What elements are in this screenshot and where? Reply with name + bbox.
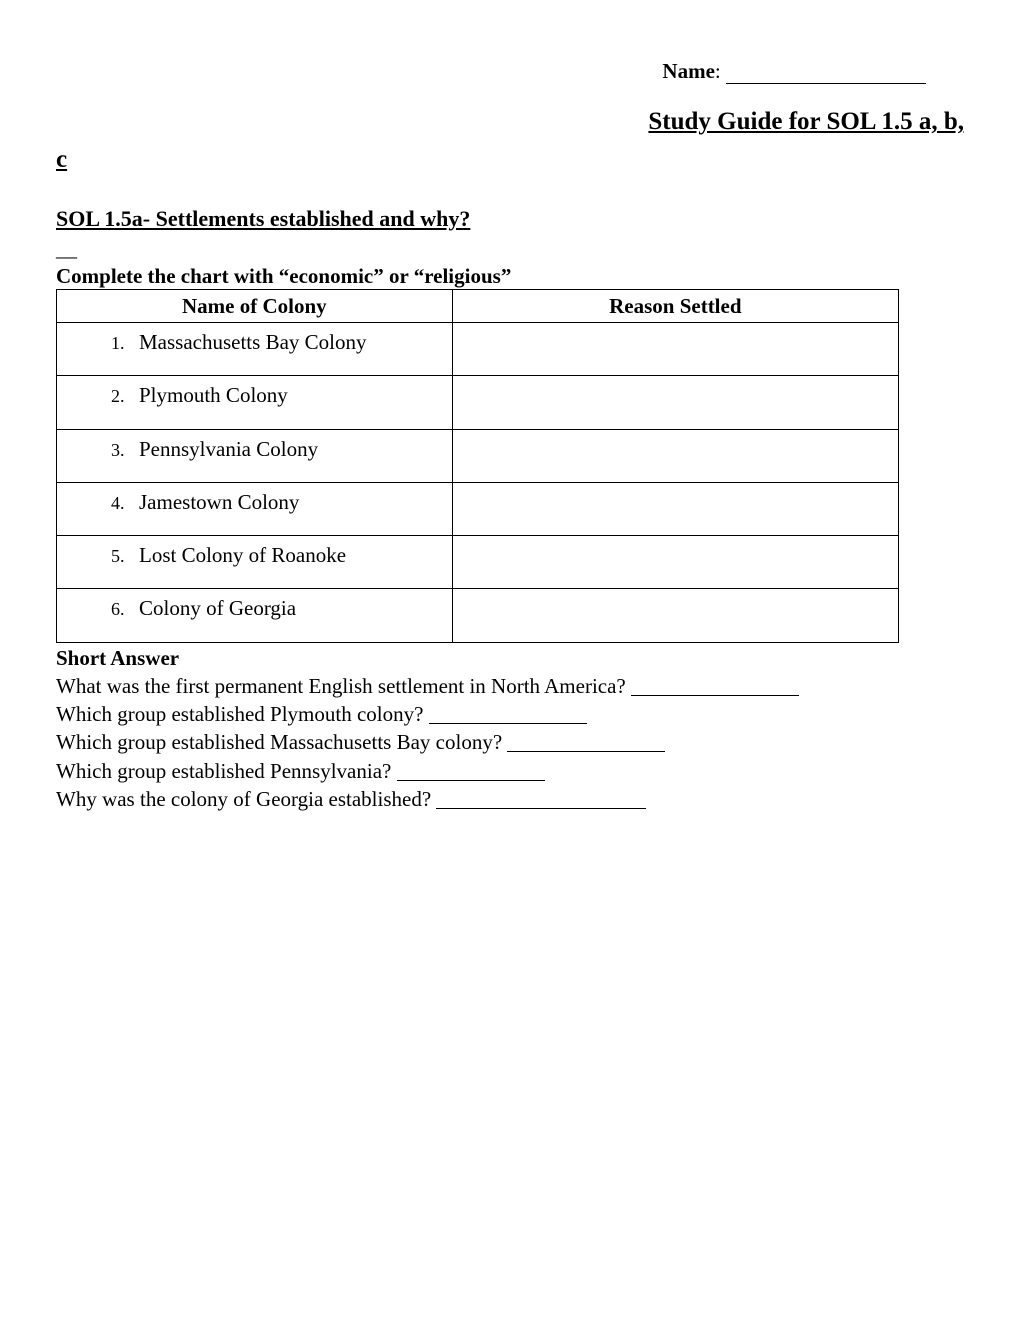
sa-blank[interactable]	[436, 788, 646, 809]
sa-text: Why was the colony of Georgia establishe…	[56, 787, 436, 811]
colony-name: Jamestown Colony	[139, 489, 299, 515]
sa-question: Why was the colony of Georgia establishe…	[56, 785, 964, 812]
table-row: 3. Pennsylvania Colony	[57, 429, 899, 482]
table-row: 1. Massachusetts Bay Colony	[57, 323, 899, 376]
colony-name: Lost Colony of Roanoke	[139, 542, 346, 568]
row-num: 3.	[111, 439, 129, 462]
decorative-underscore: __	[56, 236, 964, 262]
reason-cell[interactable]	[452, 323, 898, 376]
reason-cell[interactable]	[452, 376, 898, 429]
section-heading: SOL 1.5a- Settlements established and wh…	[56, 205, 964, 233]
sa-text: What was the first permanent English set…	[56, 674, 631, 698]
reason-cell[interactable]	[452, 589, 898, 642]
name-blank[interactable]	[726, 83, 926, 84]
table-row: 6. Colony of Georgia	[57, 589, 899, 642]
table-row: 4. Jamestown Colony	[57, 482, 899, 535]
reason-cell[interactable]	[452, 482, 898, 535]
row-num: 6.	[111, 598, 129, 621]
sa-blank[interactable]	[631, 675, 799, 696]
colony-name: Pennsylvania Colony	[139, 436, 318, 462]
table-row: 2. Plymouth Colony	[57, 376, 899, 429]
colony-table-body: 1. Massachusetts Bay Colony 2. Plymouth Co…	[57, 323, 899, 643]
colony-name: Massachusetts Bay Colony	[139, 329, 366, 355]
chart-instruction: Complete the chart with “economic” or “r…	[56, 263, 964, 289]
row-num: 2.	[111, 385, 129, 408]
name-field-line: Name:	[56, 58, 964, 84]
table-row: 5. Lost Colony of Roanoke	[57, 536, 899, 589]
reason-cell[interactable]	[452, 536, 898, 589]
sa-blank[interactable]	[507, 731, 665, 752]
page-title-continuation: c	[56, 144, 964, 175]
colony-table: Name of Colony Reason Settled 1. Massachu…	[56, 289, 899, 643]
name-label: Name	[662, 59, 714, 83]
page-title: Study Guide for SOL 1.5 a, b,	[56, 106, 964, 137]
sa-text: Which group established Pennsylvania?	[56, 759, 397, 783]
reason-cell[interactable]	[452, 429, 898, 482]
sa-text: Which group established Plymouth colony?	[56, 702, 429, 726]
sa-blank[interactable]	[429, 703, 587, 724]
colony-name: Plymouth Colony	[139, 382, 288, 408]
colony-name: Colony of Georgia	[139, 595, 296, 621]
row-num: 1.	[111, 332, 129, 355]
row-num: 4.	[111, 492, 129, 515]
sa-question: Which group established Massachusetts Ba…	[56, 728, 964, 755]
sa-question: Which group established Pennsylvania?	[56, 757, 964, 784]
sa-text: Which group established Massachusetts Ba…	[56, 730, 507, 754]
table-header-colony: Name of Colony	[57, 289, 453, 322]
sa-question: What was the first permanent English set…	[56, 672, 964, 699]
row-num: 5.	[111, 545, 129, 568]
table-header-reason: Reason Settled	[452, 289, 898, 322]
short-answer-heading: Short Answer	[56, 645, 964, 671]
sa-question: Which group established Plymouth colony?	[56, 700, 964, 727]
sa-blank[interactable]	[397, 760, 545, 781]
